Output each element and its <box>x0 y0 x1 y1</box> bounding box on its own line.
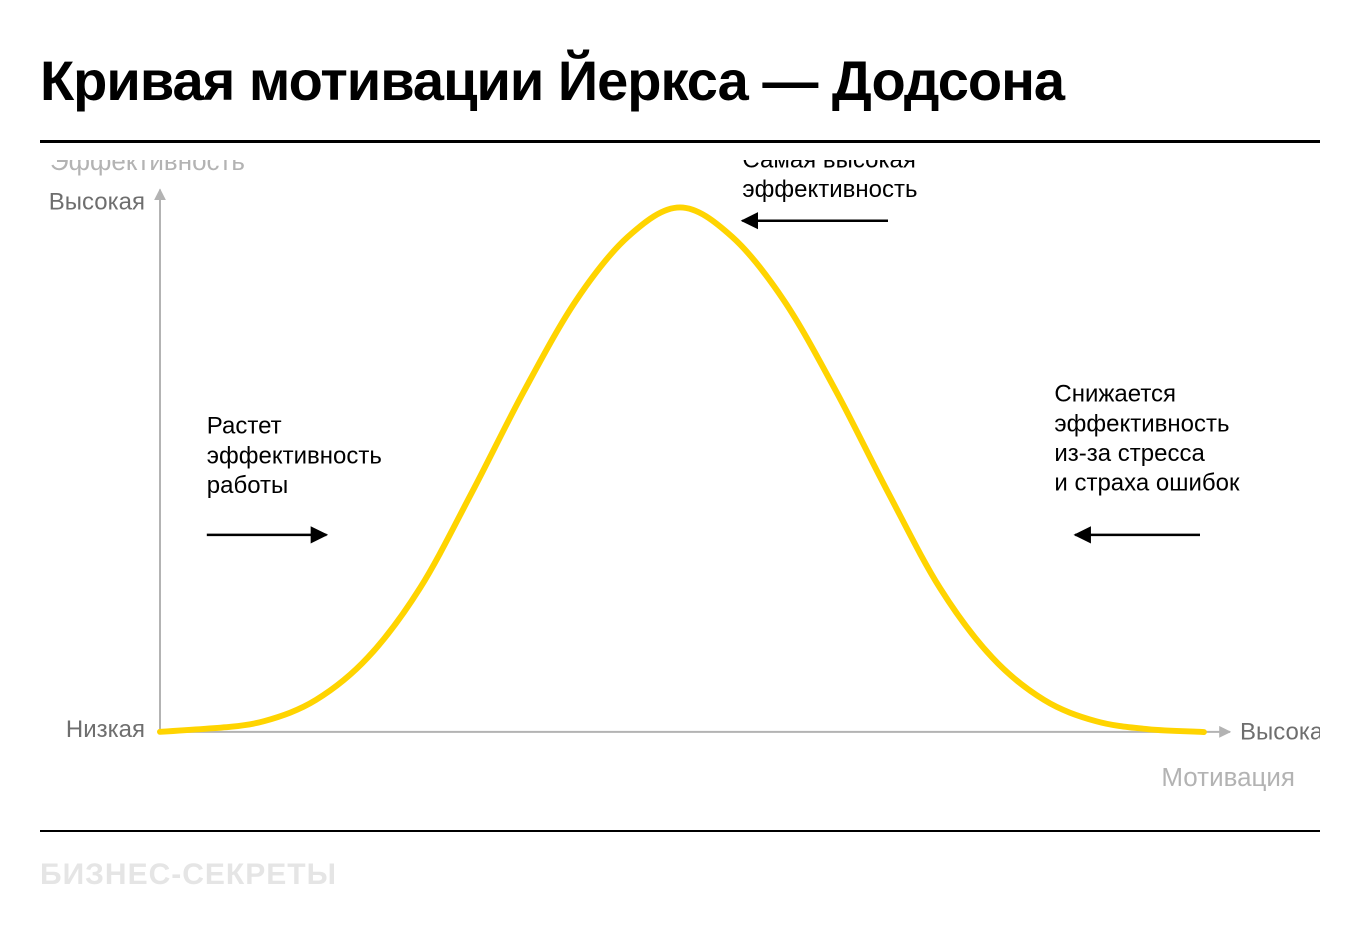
chart-container: Эффективность Мотивация Высокая Низкая В… <box>40 160 1320 791</box>
annotation-rising-text: Растетэффективностьработы <box>207 413 382 499</box>
annotation-falling: Снижаетсяэффективностьиз-за стрессаи стр… <box>1054 381 1240 535</box>
annotation-peak-text: Самая высокаяэффективность <box>742 160 917 203</box>
annotation-falling-text: Снижаетсяэффективностьиз-за стрессаи стр… <box>1054 381 1240 497</box>
yerkes-dodson-chart: Эффективность Мотивация Высокая Низкая В… <box>40 160 1320 791</box>
annotation-peak: Самая высокаяэффективность <box>742 160 917 221</box>
y-axis-title: Эффективность <box>50 160 245 176</box>
x-axis-high-label: Высокая <box>1240 719 1320 746</box>
y-axis-low-label: Низкая <box>66 716 145 743</box>
divider-bottom <box>40 830 1320 832</box>
brand-watermark: БИЗНЕС-СЕКРЕТЫ <box>40 858 337 892</box>
page: Кривая мотивации Йеркса — Додсона Эффект… <box>0 0 1360 941</box>
y-axis-high-label: Высокая <box>49 188 145 215</box>
divider-top <box>40 140 1320 143</box>
x-axis-title: Мотивация <box>1161 764 1295 791</box>
yerkes-dodson-curve <box>160 207 1204 732</box>
annotation-rising: Растетэффективностьработы <box>207 413 382 535</box>
page-title: Кривая мотивации Йеркса — Додсона <box>40 48 1064 113</box>
